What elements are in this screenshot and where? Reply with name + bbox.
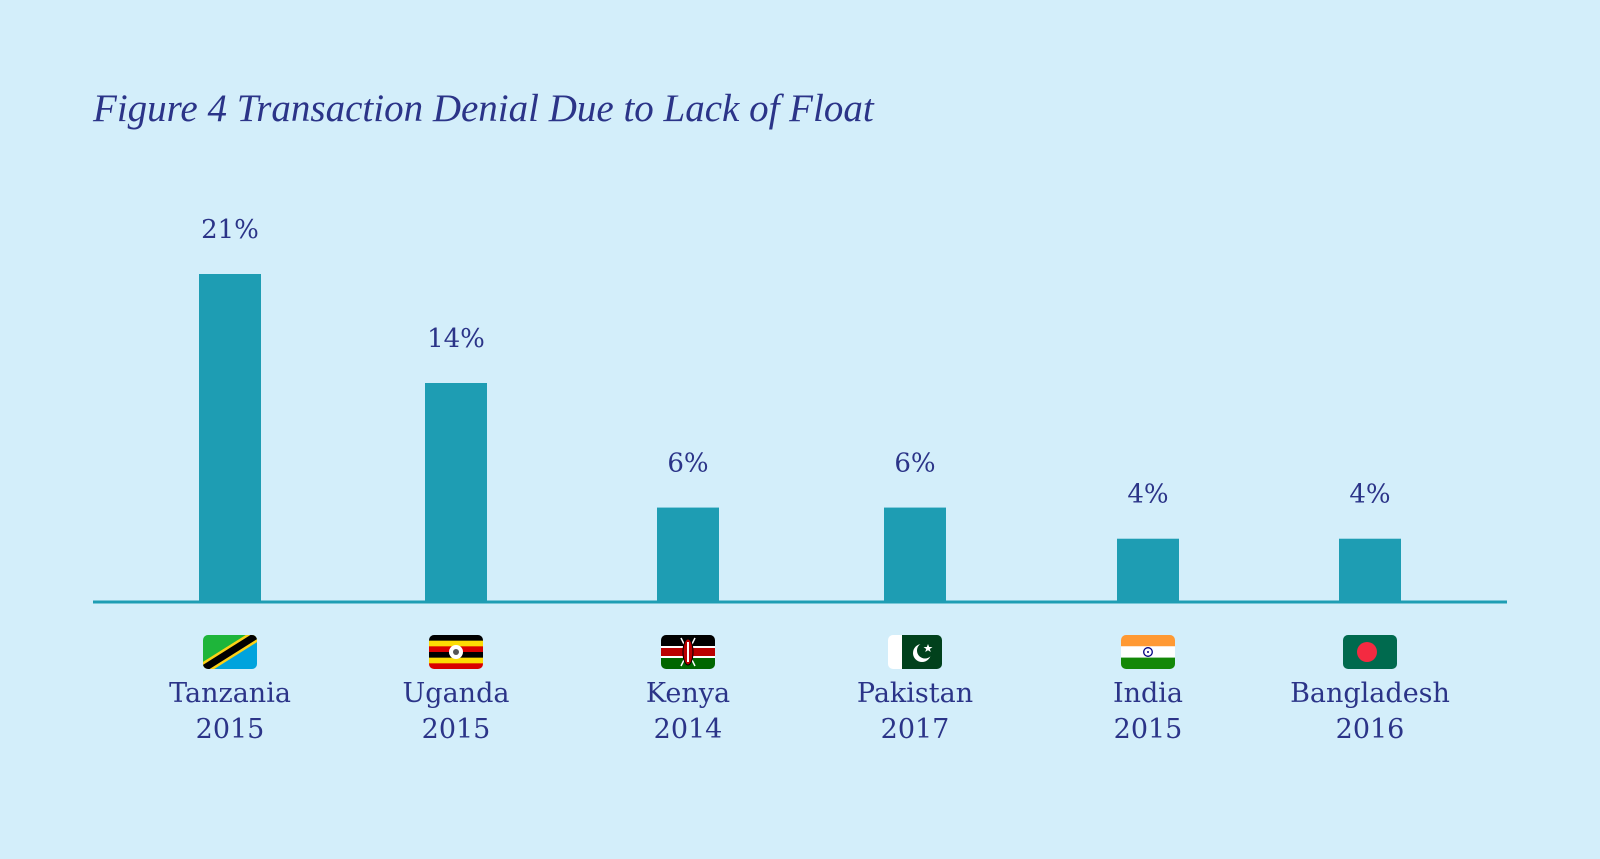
india-flag-icon [1121, 635, 1175, 669]
year-label-bangladesh: 2016 [1336, 714, 1405, 745]
country-label-kenya: Kenya [646, 678, 730, 709]
bangladesh-flag-icon [1343, 635, 1397, 669]
bars-group [199, 274, 1401, 601]
year-label-pakistan: 2017 [881, 714, 950, 745]
value-label-tanzania: 21% [201, 215, 259, 245]
pakistan-flag-icon [888, 635, 942, 669]
country-label-india: India [1113, 678, 1183, 709]
year-label-india: 2015 [1114, 714, 1183, 745]
country-label-pakistan: Pakistan [857, 678, 973, 709]
country-label-uganda: Uganda [403, 678, 510, 709]
value-label-bangladesh: 4% [1349, 480, 1390, 510]
year-label-tanzania: 2015 [196, 714, 265, 745]
bar-pakistan [884, 507, 946, 601]
kenya-flag-icon [661, 635, 715, 669]
uganda-flag-icon [429, 635, 483, 669]
chart-title: Figure 4 Transaction Denial Due to Lack … [92, 87, 875, 130]
bar-india [1117, 538, 1179, 601]
flags-group [203, 635, 1397, 669]
value-label-uganda: 14% [427, 324, 485, 354]
country-label-tanzania: Tanzania [169, 678, 291, 709]
bar-tanzania [199, 274, 261, 601]
value-label-kenya: 6% [667, 449, 708, 479]
value-label-pakistan: 6% [894, 449, 935, 479]
year-label-uganda: 2015 [422, 714, 491, 745]
tanzania-flag-icon [203, 635, 257, 669]
country-label-bangladesh: Bangladesh [1290, 678, 1450, 709]
bar-bangladesh [1339, 538, 1401, 601]
bar-uganda [425, 383, 487, 601]
bar-kenya [657, 507, 719, 601]
value-label-india: 4% [1127, 480, 1168, 510]
value-labels-group: 21% 14% 6% 6% 4% 4% [201, 215, 1391, 510]
category-labels-group: Tanzania 2015 Uganda 2015 Kenya 2014 Pakistan 2… [169, 678, 1450, 745]
year-label-kenya: 2014 [654, 714, 723, 745]
